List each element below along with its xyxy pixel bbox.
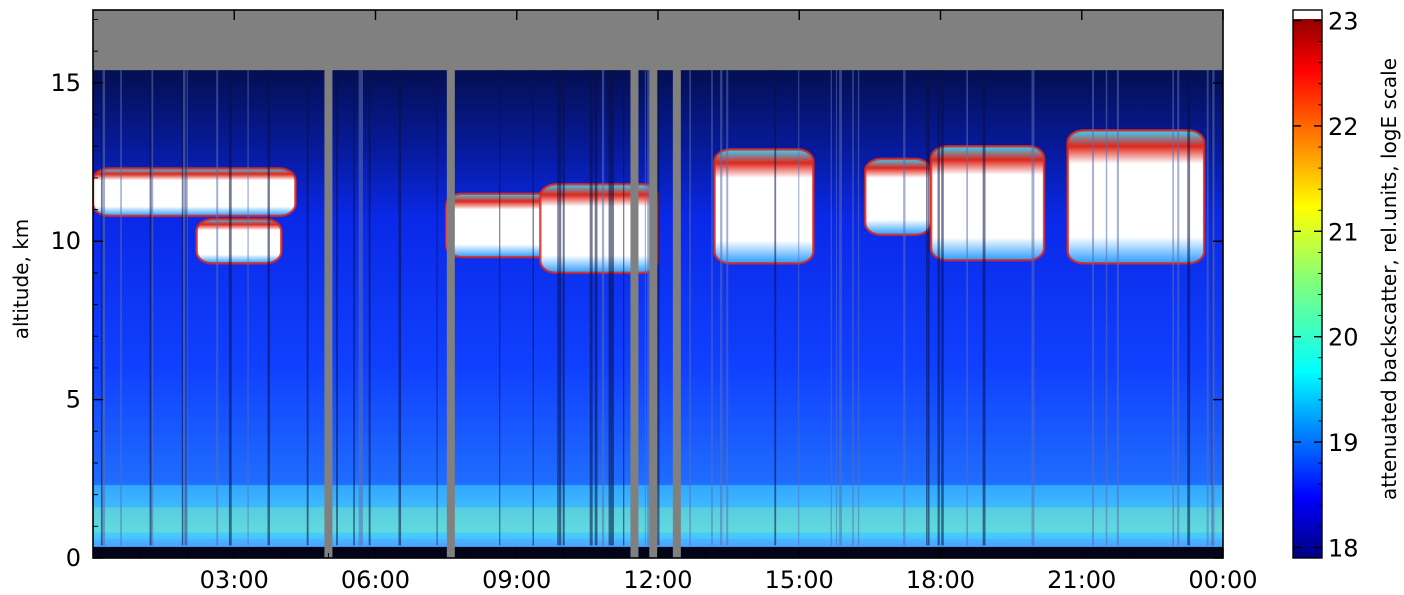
x-tick-label: 09:00	[482, 566, 551, 594]
data-gap-column	[446, 10, 455, 558]
data-gap-column	[649, 10, 658, 558]
y-tick-label: 15	[50, 69, 81, 97]
colorbar-tick-label: 18	[1328, 534, 1359, 562]
cloud-layer	[1066, 129, 1206, 265]
x-tick-label: 15:00	[765, 566, 834, 594]
y-axis: 0 5 10 15	[50, 19, 1223, 572]
y-tick-label: 10	[50, 227, 81, 255]
x-tick-label: 06:00	[341, 566, 410, 594]
y-axis-label: altitude, km	[9, 219, 33, 340]
x-axis: 03:00 06:00 09:00 12:00 15:00 18:00 21:00 00:00	[139, 10, 1258, 594]
data-gap-column	[324, 10, 333, 558]
data-gap-column	[630, 10, 639, 558]
colorbar-tick-label: 22	[1328, 113, 1359, 141]
cloud-layer	[929, 144, 1046, 262]
x-tick-label: 21:00	[1047, 566, 1116, 594]
x-tick-label: 18:00	[906, 566, 975, 594]
colorbar-tick-label: 21	[1328, 218, 1359, 246]
colorbar-tick-label: 19	[1328, 429, 1359, 457]
colorbar-gradient	[1293, 10, 1322, 558]
colorbar: 18 19 20 21 22 23	[1292, 8, 1359, 562]
x-tick-label: 00:00	[1188, 566, 1257, 594]
x-tick-label: 12:00	[623, 566, 692, 594]
data-gap-column	[672, 10, 681, 558]
x-tick-label: 03:00	[200, 566, 269, 594]
cloud-layer	[713, 148, 815, 265]
no-data-region	[93, 10, 1223, 71]
colorbar-tick-label: 23	[1328, 8, 1359, 36]
colorbar-frame	[1292, 9, 1323, 559]
cloud-layer	[863, 157, 933, 237]
y-tick-label: 0	[66, 544, 81, 572]
colorbar-over-swatch	[1293, 10, 1322, 19]
cloud-layer	[93, 167, 297, 218]
colorbar-tick-label: 20	[1328, 324, 1359, 352]
y-tick-label: 5	[66, 386, 81, 414]
signal-streaks	[100, 70, 1215, 546]
plot-area	[93, 10, 1223, 558]
colorbar-label: attenuated backscatter, rel.units, logE …	[1377, 58, 1401, 500]
